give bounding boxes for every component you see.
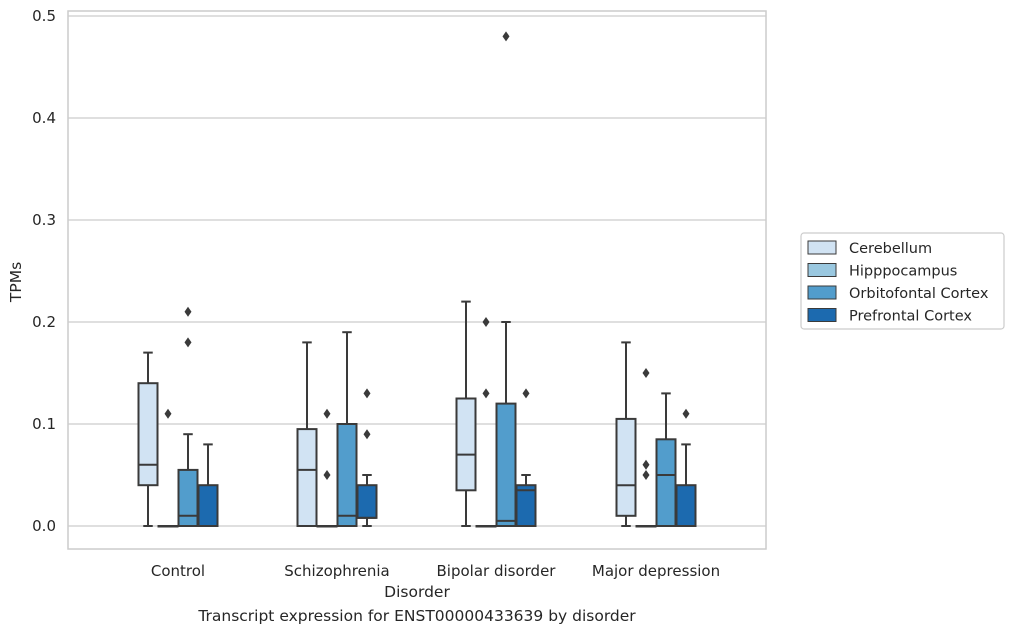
outlier-point (482, 317, 490, 327)
outlier-point (323, 470, 331, 480)
outlier-point (363, 388, 371, 399)
legend-label: Orbitofontal Cortex (849, 286, 989, 302)
box-plots (137, 31, 697, 528)
legend-swatch (807, 240, 837, 255)
outlier-point (522, 388, 530, 399)
box (336, 423, 358, 527)
box-group (495, 31, 517, 528)
box-group (316, 408, 338, 528)
box-group (197, 443, 219, 528)
x-tick-label: Schizophrenia (284, 562, 389, 580)
outlier-point (642, 470, 650, 480)
box-group (515, 388, 537, 528)
outlier-point (184, 337, 192, 348)
y-tick-label: 0.5 (32, 7, 56, 25)
x-tick-labels: Control Schizophrenia Bipolar disorder Majo… (151, 562, 720, 580)
legend-swatch (807, 263, 837, 277)
outlier-point (502, 31, 510, 42)
legend-swatch (807, 285, 837, 300)
box-group (336, 331, 358, 527)
box-group (675, 408, 697, 528)
box-group (615, 341, 637, 527)
x-tick-label: Bipolar disorder (437, 562, 557, 580)
box (197, 484, 219, 528)
box (356, 484, 378, 519)
outlier-point (184, 306, 192, 317)
y-tick-label: 0.3 (32, 211, 56, 229)
box-group (177, 306, 199, 527)
y-tick-label: 0.4 (32, 109, 56, 127)
outlier-point (682, 408, 690, 419)
legend-swatch (807, 308, 837, 322)
y-tick-labels: 0.0 0.1 0.2 0.3 0.4 0.5 (32, 7, 56, 535)
box-group (655, 392, 677, 527)
outlier-point (642, 368, 650, 378)
legend-label: Prefrontal Cortex (849, 309, 972, 325)
legend-label: Hipppocampus (849, 264, 957, 280)
y-axis-label: TPMs (7, 262, 25, 303)
y-tick-label: 0.2 (32, 313, 56, 331)
legend-label: Cerebellum (849, 241, 932, 257)
box (655, 438, 677, 527)
outlier-point (642, 459, 650, 470)
y-tick-label: 0.1 (32, 415, 56, 433)
box (455, 397, 477, 492)
x-tick-label: Major depression (592, 562, 720, 580)
chart-caption: Transcript expression for ENST0000043363… (198, 607, 636, 625)
box (675, 484, 697, 528)
box (296, 428, 318, 528)
outlier-point (164, 408, 172, 419)
box-group (356, 388, 378, 527)
x-axis-label: Disorder (384, 583, 450, 601)
y-tick-label: 0.0 (32, 517, 56, 535)
box-group (137, 351, 159, 527)
legend: Cerebellum Hipppocampus Orbitofontal Corte… (800, 232, 1005, 330)
plot-frame (67, 10, 767, 550)
x-tick-label: Control (151, 562, 205, 580)
outlier-point (363, 429, 371, 440)
box (137, 382, 159, 487)
box-group (455, 300, 477, 527)
box-group (635, 368, 657, 528)
box-group (157, 408, 179, 528)
box (615, 417, 637, 517)
outlier-point (482, 388, 490, 399)
box (515, 484, 537, 528)
box (177, 468, 199, 527)
box-group (475, 317, 497, 528)
legend-frame (800, 232, 1005, 330)
outlier-point (323, 408, 331, 419)
box (495, 402, 517, 528)
box-group (296, 341, 318, 528)
